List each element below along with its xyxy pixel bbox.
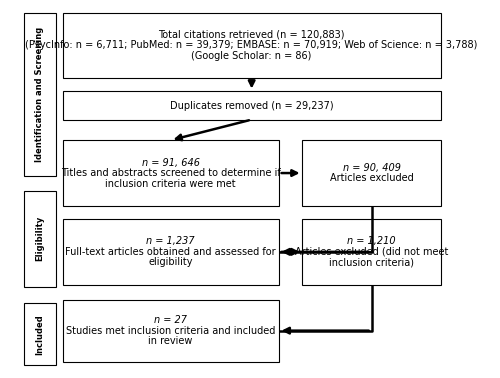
- Text: (PsycInfo: n = 6,711; PubMed: n = 39,379; EMBASE: n = 70,919; Web of Science: n : (PsycInfo: n = 6,711; PubMed: n = 39,379…: [26, 40, 478, 51]
- Text: (Google Scholar: n = 86): (Google Scholar: n = 86): [192, 51, 312, 61]
- Text: Articles excluded: Articles excluded: [330, 173, 413, 183]
- Text: Total citations retrieved (n = 120,883): Total citations retrieved (n = 120,883): [158, 30, 345, 40]
- Text: Duplicates removed (n = 29,237): Duplicates removed (n = 29,237): [170, 101, 334, 110]
- Bar: [24, 304, 56, 366]
- Text: Identification and Screening: Identification and Screening: [36, 26, 44, 162]
- Text: Titles and abstracts screened to determine if: Titles and abstracts screened to determi…: [60, 168, 280, 178]
- Bar: [62, 91, 441, 119]
- Text: n = 90, 409: n = 90, 409: [342, 163, 400, 173]
- Text: n = 1,237: n = 1,237: [146, 236, 195, 246]
- Text: Studies met inclusion criteria and included: Studies met inclusion criteria and inclu…: [66, 325, 276, 336]
- Text: Articles excluded (did not meet: Articles excluded (did not meet: [295, 247, 448, 257]
- Bar: [62, 12, 441, 78]
- Text: Eligibility: Eligibility: [36, 216, 44, 261]
- Bar: [302, 140, 441, 206]
- Text: eligibility: eligibility: [148, 257, 193, 267]
- Text: n = 1,210: n = 1,210: [348, 236, 396, 246]
- Bar: [24, 191, 56, 287]
- Bar: [62, 219, 278, 285]
- Text: inclusion criteria were met: inclusion criteria were met: [106, 178, 236, 189]
- Bar: [62, 300, 278, 362]
- Text: Included: Included: [36, 314, 44, 355]
- Bar: [62, 140, 278, 206]
- Text: n = 27: n = 27: [154, 315, 187, 325]
- Text: Full-text articles obtained and assessed for: Full-text articles obtained and assessed…: [66, 247, 276, 257]
- Bar: [302, 219, 441, 285]
- Text: inclusion criteria): inclusion criteria): [329, 257, 414, 267]
- Text: in review: in review: [148, 336, 193, 346]
- Text: n = 91, 646: n = 91, 646: [142, 158, 200, 167]
- Bar: [24, 12, 56, 176]
